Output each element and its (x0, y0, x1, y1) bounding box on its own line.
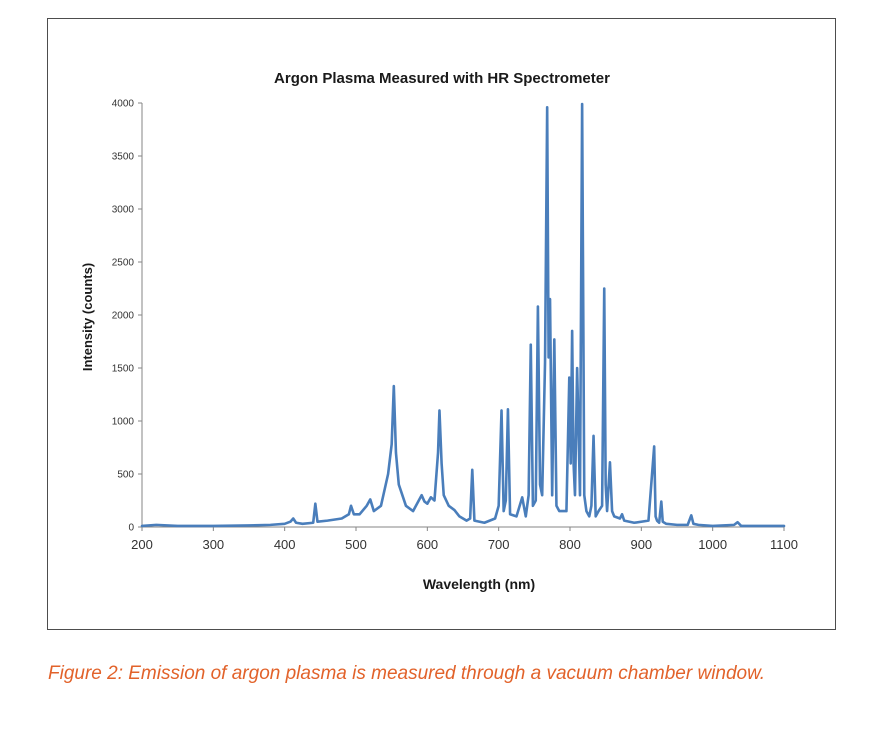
series-line (140, 102, 786, 528)
chart-title: Argon Plasma Measured with HR Spectromet… (274, 70, 610, 87)
figure-caption: Figure 2: Emission of argon plasma is me… (48, 663, 766, 684)
x-tick-label: 800 (559, 537, 581, 552)
x-tick-label: 600 (416, 537, 438, 552)
y-tick-label: 1500 (112, 364, 135, 375)
x-tick-label: 400 (274, 537, 296, 552)
spectrum-chart: Argon Plasma Measured with HR Spectromet… (80, 70, 798, 592)
y-tick-label: 1000 (112, 417, 135, 428)
axes-group: 0 500 1000 1500 2000 2500 3000 3500 4000 200 300 40… (112, 99, 798, 553)
plot-area (140, 102, 786, 528)
x-tick-label: 300 (202, 537, 224, 552)
chart-frame: Argon Plasma Measured with HR Spectromet… (47, 18, 836, 630)
y-tick-label: 0 (128, 523, 134, 534)
x-tick-label: 200 (131, 537, 153, 552)
y-tick-label: 4000 (112, 99, 135, 110)
y-axis-label: Intensity (counts) (80, 263, 95, 371)
y-tick-label: 3000 (112, 205, 135, 216)
y-tick-label: 500 (117, 470, 134, 481)
y-tick-label: 3500 (112, 152, 135, 163)
x-tick-label: 700 (488, 537, 510, 552)
x-tick-label: 1000 (698, 537, 727, 552)
x-tick-label: 900 (630, 537, 652, 552)
y-tick-label: 2000 (112, 311, 135, 322)
x-axis-label: Wavelength (nm) (423, 576, 535, 592)
y-tick-label: 2500 (112, 258, 135, 269)
x-tick-label: 1100 (770, 537, 798, 552)
x-tick-label: 500 (345, 537, 367, 552)
